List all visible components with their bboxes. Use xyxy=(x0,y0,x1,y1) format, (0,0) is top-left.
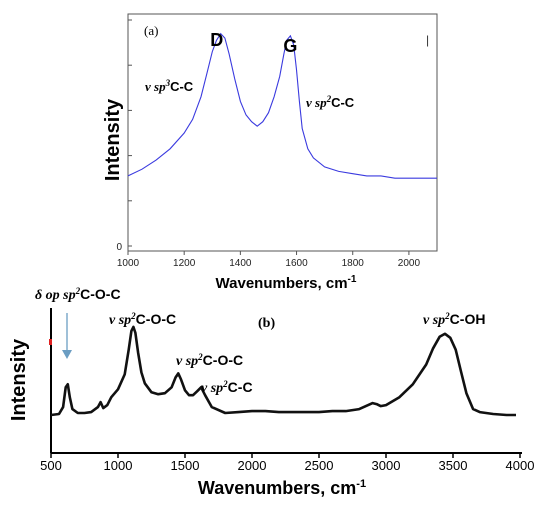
panel-b-x-tick-label: 2500 xyxy=(305,458,334,473)
panel-b-y-axis-label: Intensity xyxy=(8,338,30,421)
panel-b-label: (b) xyxy=(258,316,275,331)
panel-b-x-ticks: 500 1000 1500 2000 2500 3000 3500 4000 xyxy=(40,453,534,473)
annotation-sp2-coc-1: ν sp2C-O-C xyxy=(109,311,176,328)
panel-a-x-tick-label: 2000 xyxy=(398,258,421,269)
panel-b-x-axis-label: Wavenumbers, cm-1 xyxy=(198,478,366,498)
panel-b-spectrum-line xyxy=(50,325,516,417)
panel-a-plot-frame xyxy=(127,13,438,252)
panel-a: 0 1000 1200 1400 1600 1800 2000 (a) | D G ν s… xyxy=(102,13,438,292)
panel-a-y-ticks: 0 xyxy=(116,19,132,253)
panel-b-x-tick-label: 4000 xyxy=(506,458,535,473)
panel-a-y-tick-label: 0 xyxy=(116,242,122,253)
panel-b: 500 1000 1500 2000 2500 3000 3500 4000 (b) δ op… xyxy=(8,286,534,498)
annotation-sp2-coc-2: ν sp2C-O-C xyxy=(176,352,243,369)
annotation-sp2-cc-b: ν sp2C-C xyxy=(201,379,253,396)
panel-b-x-tick-label: 2000 xyxy=(238,458,267,473)
peak-label-d: D xyxy=(210,30,223,50)
annotation-sp3-cc: ν sp3C-C xyxy=(145,78,194,94)
panel-a-x-tick-label: 1200 xyxy=(173,258,196,269)
panel-b-red-marker xyxy=(49,339,52,345)
panel-a-x-tick-label: 1600 xyxy=(285,258,308,269)
panel-a-spectrum-line xyxy=(127,32,437,179)
panel-a-y-axis-label: Intensity xyxy=(102,98,124,181)
annotation-sp2-coh: ν sp2C-OH xyxy=(423,311,485,328)
panel-a-x-tick-label: 1400 xyxy=(229,258,252,269)
panel-b-arrow-head xyxy=(62,350,72,359)
panel-a-stray-mark: | xyxy=(426,33,429,47)
panel-a-x-tick-label: 1800 xyxy=(342,258,365,269)
panel-a-x-axis-label: Wavenumbers, cm-1 xyxy=(216,274,357,292)
annotation-delta-op-coc: δ op sp2C-O-C xyxy=(35,286,121,303)
panel-b-x-tick-label: 3500 xyxy=(439,458,468,473)
panel-b-x-tick-label: 1000 xyxy=(104,458,133,473)
panel-a-x-tick-label: 1000 xyxy=(117,258,140,269)
panel-a-label: (a) xyxy=(144,23,158,38)
panel-a-x-ticks: 1000 1200 1400 1600 1800 2000 xyxy=(117,251,421,269)
panel-b-x-tick-label: 3000 xyxy=(372,458,401,473)
peak-label-g: G xyxy=(283,36,297,56)
panel-b-x-tick-label: 1500 xyxy=(171,458,200,473)
annotation-sp2-cc-a: ν sp2C-C xyxy=(306,94,355,110)
panel-b-x-tick-label: 500 xyxy=(40,458,62,473)
